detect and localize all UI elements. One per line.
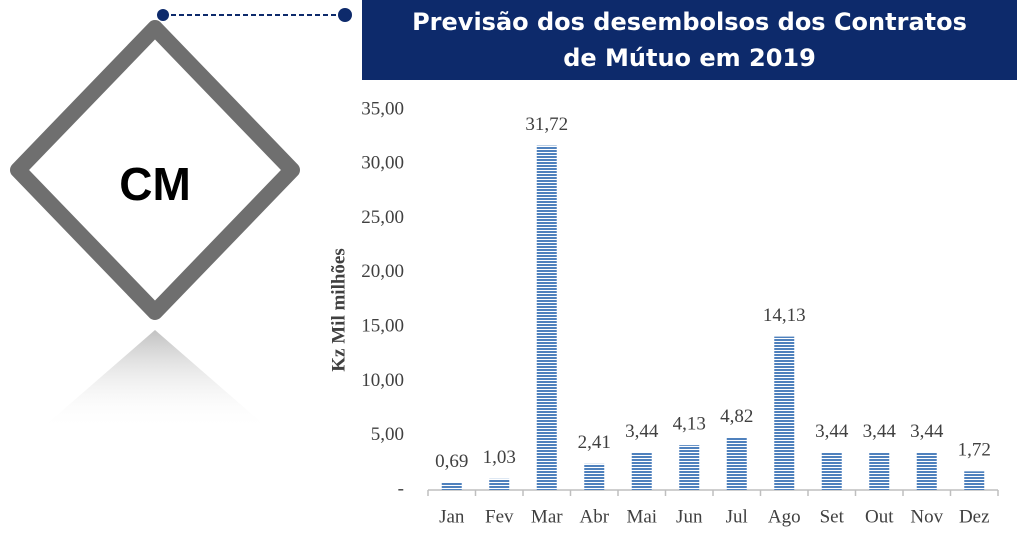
bar (536, 145, 557, 490)
x-tick-label: Ago (768, 506, 801, 527)
bar (774, 336, 795, 490)
x-tick-label: Mai (626, 506, 657, 527)
bar (679, 445, 700, 490)
chart-title: Previsão dos desembolsos dos Contratos d… (362, 0, 1017, 80)
value-label: 3,44 (625, 421, 659, 442)
value-label: 31,72 (525, 114, 568, 135)
y-tick-label: 10,00 (361, 370, 404, 391)
x-tick-label: Jan (439, 506, 465, 527)
diamond (10, 20, 300, 320)
x-tick-label: Nov (910, 506, 943, 527)
value-label: 4,13 (673, 414, 706, 435)
value-label: 3,44 (910, 421, 944, 442)
value-label: 2,41 (578, 432, 611, 453)
bar (726, 437, 747, 490)
bar (916, 452, 937, 490)
badge: CM (119, 158, 191, 210)
x-tick-label: Out (865, 506, 894, 527)
bar (869, 452, 890, 490)
x-tick-label: Fev (485, 506, 514, 527)
y-tick-label: 35,00 (361, 98, 404, 119)
value-label: 1,72 (958, 440, 991, 461)
y-tick-label: 30,00 (361, 153, 404, 174)
value-label: 3,44 (863, 421, 897, 442)
value-label: 0,69 (435, 451, 468, 472)
value-label: 14,13 (763, 305, 806, 326)
y-tick-label: 5,00 (371, 424, 404, 445)
x-tick-label: Jul (726, 506, 748, 527)
y-tick-label: 20,00 (361, 261, 404, 282)
x-tick-label: Mar (531, 506, 563, 527)
y-tick-label: 15,00 (361, 316, 404, 337)
reflection (40, 330, 270, 430)
connector-dot (338, 8, 352, 22)
bar (489, 478, 510, 490)
x-tick-label: Set (820, 506, 845, 527)
bar (631, 452, 652, 490)
connector-dot (157, 9, 169, 21)
y-tick-label: 25,00 (361, 207, 404, 228)
bar (964, 471, 985, 490)
x-tick-label: Dez (959, 506, 990, 527)
bar (441, 482, 462, 490)
bar (584, 463, 605, 490)
value-label: 1,03 (483, 447, 516, 468)
value-label: 3,44 (815, 421, 849, 442)
x-tick-label: Jun (676, 506, 703, 527)
y-tick-label: - (398, 478, 404, 499)
bar (821, 452, 842, 490)
y-axis-label: Kz Mil milhões (328, 248, 349, 371)
value-label: 4,82 (720, 406, 753, 427)
x-tick-label: Abr (579, 506, 609, 527)
